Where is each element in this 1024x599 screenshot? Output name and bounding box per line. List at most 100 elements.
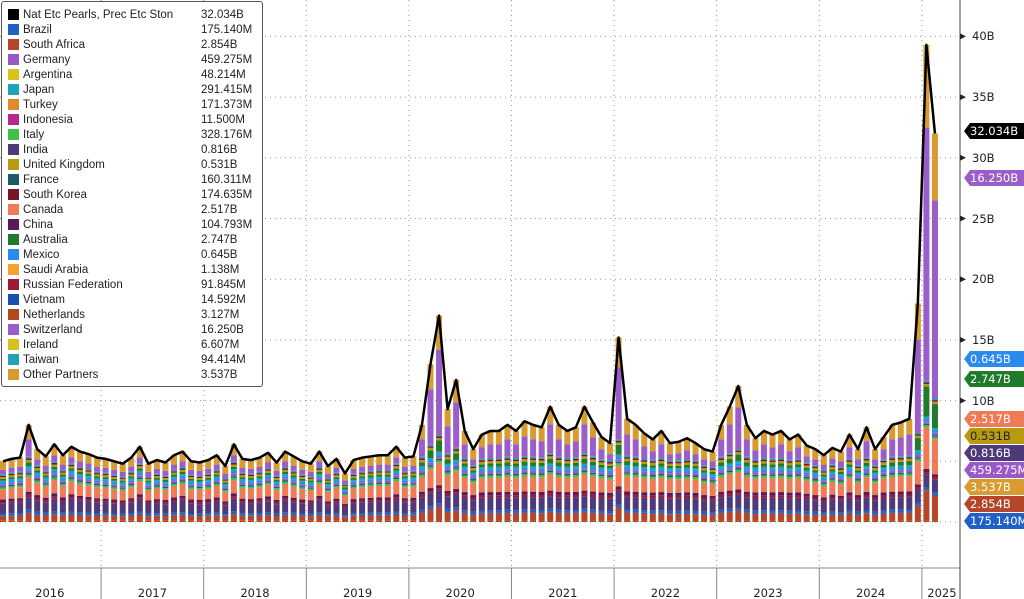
bar-segment-india — [179, 500, 186, 513]
bar-segment-taiwan — [837, 467, 844, 469]
bar-segment-china — [410, 497, 417, 501]
bar-segment-netherlands — [376, 520, 383, 522]
bar-segment-germany — [376, 480, 383, 483]
bar-segment-vietnam — [538, 512, 545, 514]
bar-segment-japan — [863, 466, 870, 469]
bar-segment-india — [709, 500, 716, 513]
bar-segment-mexico — [427, 460, 434, 463]
last-value-tag: 2.747B — [964, 371, 1024, 387]
bar-segment-brazil — [247, 513, 254, 516]
bar-segment-brazil — [171, 512, 177, 515]
bar-segment-netherlands — [897, 520, 904, 522]
bar-segment-france — [94, 484, 101, 486]
bar-segment-italy — [931, 436, 938, 440]
bar-segment-vietnam — [59, 514, 66, 516]
bar-segment-netherlands — [641, 520, 648, 522]
bar-segment-taiwan — [333, 472, 340, 475]
legend-label: Germany — [23, 53, 71, 66]
bar-segment-netherlands — [444, 520, 451, 522]
bar-segment-india — [436, 490, 443, 504]
bar-segment-japan — [179, 474, 186, 477]
bar-segment-mexico — [282, 476, 289, 479]
bar-segment-italy — [171, 483, 177, 486]
bar-segment-australia — [829, 469, 836, 472]
legend-value: 0.816B — [201, 143, 238, 156]
bar-segment-italy — [906, 473, 913, 477]
bar-segment-united-kingdom — [307, 478, 314, 481]
bar-segment-taiwan — [504, 456, 511, 459]
bar-segment-mexico — [709, 476, 716, 479]
bar-segment-taiwan — [188, 474, 195, 476]
bar-segment-canada — [897, 476, 904, 492]
bar-segment-united-kingdom — [179, 469, 186, 473]
bar-segment-united-kingdom — [453, 450, 460, 454]
bar-segment-united-kingdom — [239, 475, 246, 478]
bar-segment-canada — [658, 477, 665, 493]
bar-segment-united-kingdom — [136, 466, 143, 469]
bar-segment-japan — [743, 465, 750, 469]
bar-segment-other-partners — [880, 437, 887, 450]
bar-segment-other-partners — [427, 364, 434, 390]
bar-segment-canada — [128, 487, 135, 499]
bar-segment-taiwan — [350, 473, 357, 475]
legend-swatch — [8, 294, 19, 305]
bar-segment-brazil — [555, 509, 562, 513]
bar-segment-switzerland — [230, 455, 237, 462]
bar-segment-vietnam — [436, 505, 443, 507]
bar-segment-japan — [188, 480, 195, 483]
y-tick-label: 25B — [972, 211, 995, 226]
bar-segment-canada — [666, 479, 673, 493]
bar-segment-south-africa — [666, 514, 673, 521]
legend-value: 160.311M — [201, 173, 252, 186]
bar-segment-germany — [171, 480, 177, 483]
bar-segment-australia — [931, 404, 938, 429]
bar-segment-other-partners — [273, 462, 280, 471]
bar-segment-france — [59, 482, 66, 484]
bar-segment-russian-federation — [530, 494, 537, 498]
bar-segment-russian-federation — [478, 495, 485, 498]
bar-segment-germany — [25, 470, 32, 474]
bar-segment-mexico — [641, 469, 648, 472]
bar-segment-netherlands — [230, 520, 237, 522]
bar-segment-south-africa — [555, 513, 562, 521]
legend-label: Netherlands — [23, 308, 86, 321]
bar-segment-south-korea — [752, 461, 759, 463]
bar-segment-south-korea — [718, 458, 725, 460]
bar-segment-south-korea — [239, 474, 246, 476]
bar-segment-france — [102, 484, 109, 487]
bar-segment-russian-federation — [872, 497, 879, 501]
bar-segment-united-kingdom — [547, 456, 554, 459]
bar-segment-france — [376, 482, 383, 484]
bar-segment-india — [598, 497, 605, 511]
bar-segment-russian-federation — [495, 495, 502, 498]
bar-segment-italy — [803, 478, 810, 481]
bar-segment-netherlands — [453, 520, 460, 522]
bar-segment-russian-federation — [487, 495, 494, 498]
bar-segment-france — [290, 483, 297, 485]
bar-segment-mexico — [444, 466, 451, 469]
bar-segment-italy — [384, 483, 391, 486]
bar-segment-switzerland — [470, 459, 477, 466]
bar-segment-netherlands — [589, 520, 596, 522]
bar-segment-japan — [795, 467, 802, 470]
legend-item: Saudi Arabia 1.138M — [8, 262, 262, 277]
bar-segment-vietnam — [68, 513, 75, 515]
bar-segment-france — [718, 473, 725, 475]
bar-segment-china — [239, 498, 246, 502]
legend-label: Switzerland — [23, 323, 83, 336]
bar-segment-netherlands — [196, 520, 203, 522]
bar-segment-brazil — [8, 513, 15, 516]
bar-segment-other-partners — [418, 424, 425, 440]
bar-segment-france — [342, 493, 348, 495]
bar-segment-germany — [513, 471, 519, 474]
bar-segment-japan — [786, 467, 793, 471]
bar-segment-netherlands — [572, 520, 579, 522]
legend-value: 328.176M — [201, 128, 253, 141]
bar-segment-mexico — [393, 473, 400, 476]
bar-segment-india — [94, 502, 101, 513]
bar-segment-france — [743, 473, 750, 475]
bar-segment-india — [470, 500, 477, 512]
bar-segment-germany — [359, 482, 366, 485]
bar-segment-russian-federation — [393, 497, 400, 500]
bar-segment-mexico — [555, 468, 562, 471]
